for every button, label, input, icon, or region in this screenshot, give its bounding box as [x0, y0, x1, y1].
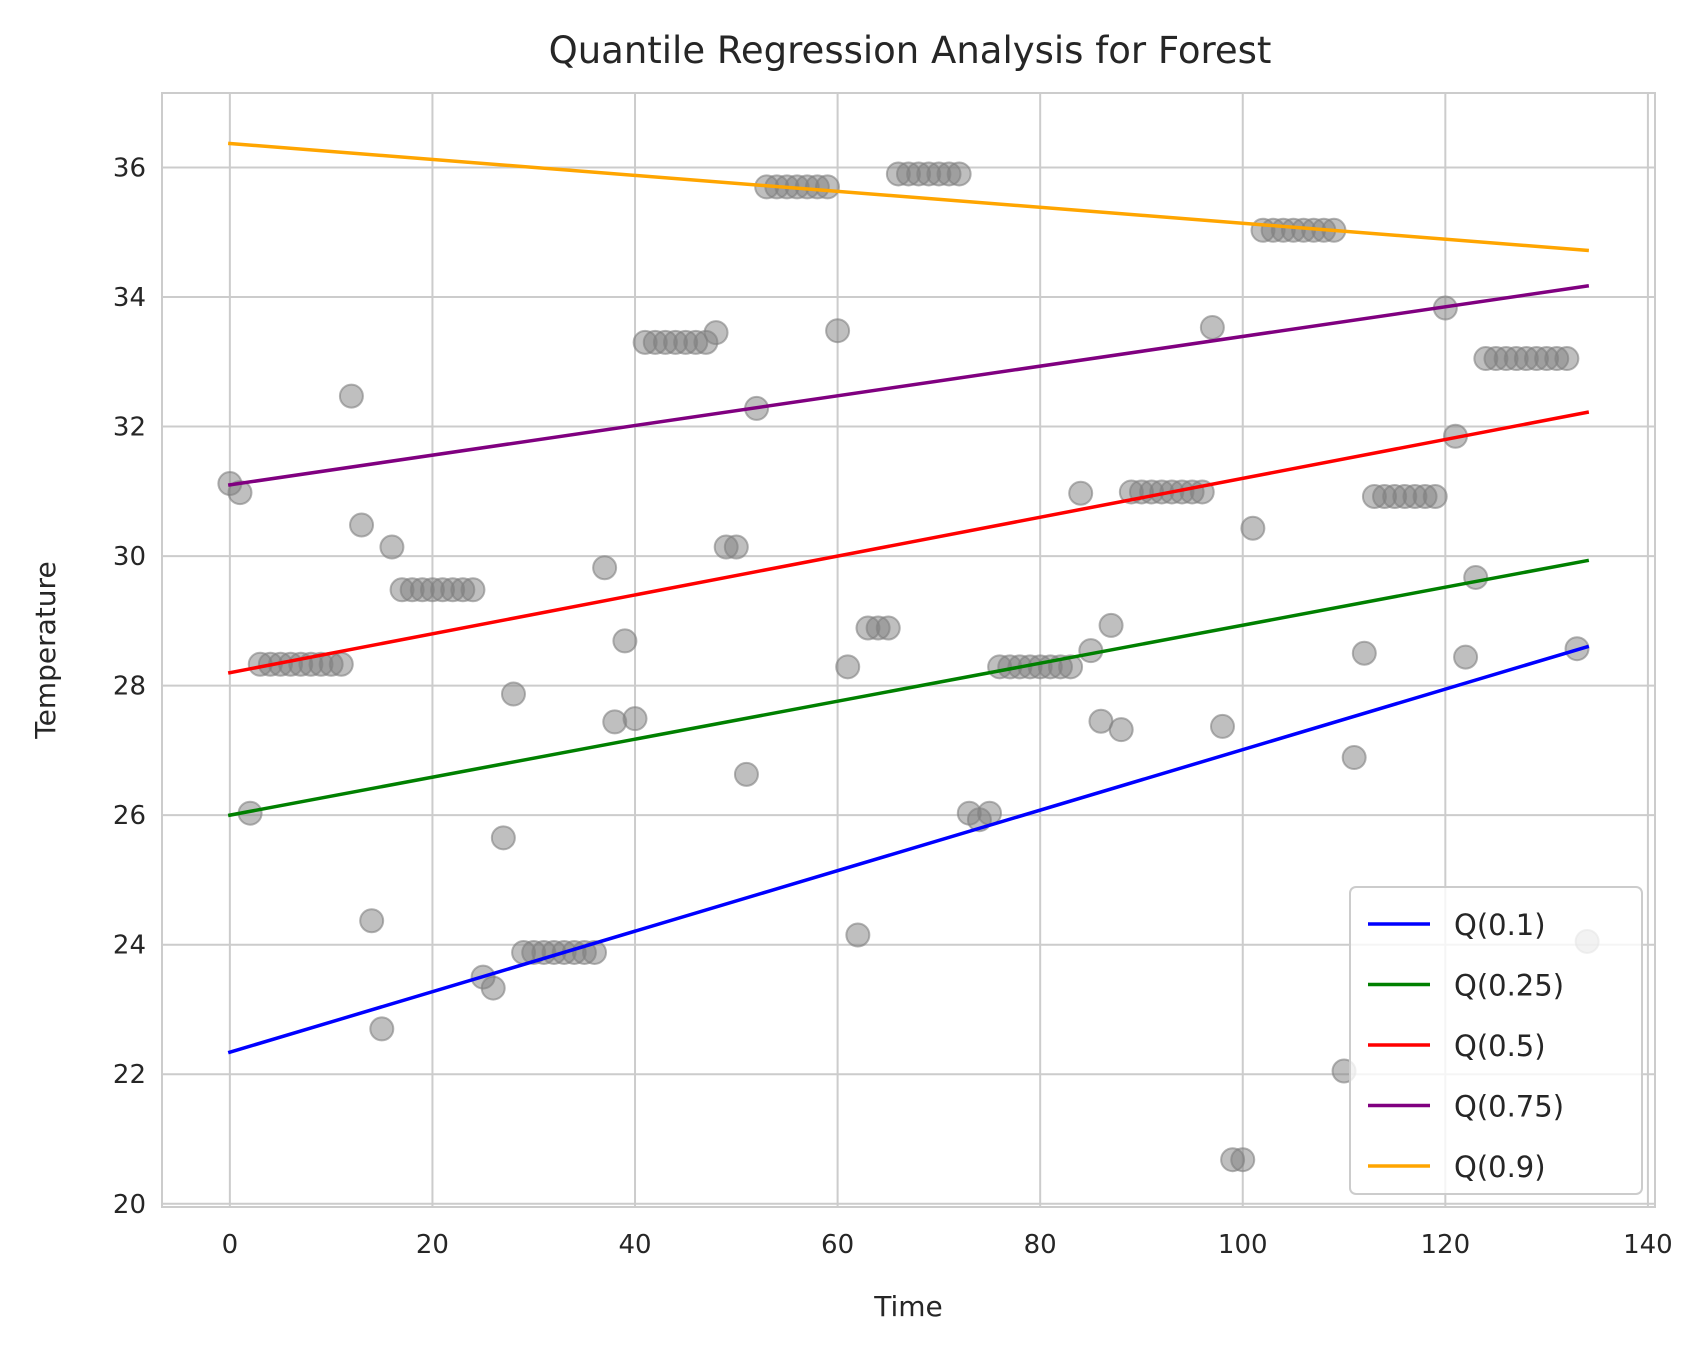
- quantile-line-0-25: [227, 558, 1590, 818]
- chart-title: Quantile Regression Analysis for Forest: [549, 29, 1272, 72]
- scatter-point: [1351, 640, 1377, 666]
- scatter-points: [217, 161, 1600, 1173]
- scatter-point: [349, 512, 375, 538]
- y-tick-label: 26: [113, 801, 146, 831]
- y-tick-label: 34: [113, 283, 146, 313]
- legend-label: Q(0.5): [1454, 1029, 1546, 1063]
- x-tick-label: 40: [618, 1230, 651, 1260]
- y-tick-label: 32: [113, 413, 146, 443]
- y-tick-label: 28: [113, 672, 146, 702]
- x-tick-label: 60: [821, 1230, 854, 1260]
- scatter-point: [227, 480, 253, 506]
- scatter-point: [1230, 1147, 1256, 1173]
- legend-box: [1349, 886, 1643, 1195]
- legend-label: Q(0.1): [1454, 908, 1546, 942]
- legend-label: Q(0.9): [1454, 1150, 1546, 1184]
- scatter-point: [359, 908, 385, 934]
- scatter-point: [1108, 717, 1134, 743]
- scatter-point: [814, 174, 840, 200]
- scatter-point: [480, 975, 506, 1001]
- scatter-point: [875, 615, 901, 641]
- legend: Q(0.1) Q(0.25) Q(0.5) Q(0.75) Q(0.9): [1349, 886, 1643, 1195]
- scatter-point: [1098, 612, 1124, 638]
- x-tick-label: 140: [1623, 1230, 1673, 1260]
- quantile-line-0-1: [227, 644, 1590, 1055]
- scatter-point: [490, 825, 516, 851]
- scatter-point: [1453, 644, 1479, 670]
- x-tick-label: 20: [416, 1230, 449, 1260]
- scatter-point: [1554, 346, 1580, 372]
- y-tick-label: 22: [113, 1060, 146, 1090]
- x-tick-label: 80: [1024, 1230, 1057, 1260]
- scatter-point: [369, 1016, 395, 1042]
- x-tick-label: 0: [222, 1230, 239, 1260]
- scatter-point: [1058, 654, 1084, 680]
- x-tick-label: 100: [1218, 1230, 1268, 1260]
- y-tick-label: 36: [113, 153, 146, 183]
- scatter-point: [835, 654, 861, 680]
- scatter-point: [1341, 745, 1367, 771]
- y-tick-label: 20: [113, 1190, 146, 1220]
- scatter-point: [1209, 713, 1235, 739]
- scatter-point: [723, 534, 749, 560]
- quantile-line-0-9: [227, 141, 1590, 253]
- y-tick-label: 30: [113, 542, 146, 572]
- scatter-point: [622, 706, 648, 732]
- x-axis-ticks: 0 20 40 60 80 100 120 140: [222, 1230, 1673, 1260]
- scatter-point: [1463, 564, 1489, 590]
- scatter-point: [703, 320, 729, 346]
- quantile-lines: [227, 141, 1590, 1055]
- scatter-point: [845, 922, 871, 948]
- legend-label: Q(0.75): [1454, 1090, 1564, 1124]
- scatter-point: [460, 577, 486, 603]
- quantile-line-0-75: [227, 284, 1590, 487]
- legend-label: Q(0.25): [1454, 969, 1564, 1003]
- scatter-point: [1240, 515, 1266, 541]
- scatter-point: [733, 761, 759, 787]
- scatter-point: [592, 555, 618, 581]
- scatter-point: [338, 383, 364, 409]
- quantile-line-0-5: [227, 410, 1590, 675]
- scatter-point: [612, 628, 638, 654]
- scatter-point: [379, 534, 405, 560]
- scatter-point: [946, 161, 972, 187]
- y-axis-ticks: 20 22 24 26 28 30 32 34 36: [113, 153, 146, 1219]
- scatter-point: [500, 681, 526, 707]
- scatter-point: [1068, 480, 1094, 506]
- scatter-point: [328, 651, 354, 677]
- x-tick-label: 120: [1421, 1230, 1471, 1260]
- y-axis-label: Temperature: [29, 561, 62, 739]
- scatter-point: [825, 318, 851, 344]
- scatter-point: [1422, 484, 1448, 510]
- plot-frame: [161, 92, 1656, 1208]
- scatter-point: [602, 709, 628, 735]
- y-tick-label: 24: [113, 931, 146, 961]
- x-axis-label: Time: [873, 1290, 943, 1323]
- grid: [162, 93, 1655, 1207]
- scatter-point: [1199, 314, 1225, 340]
